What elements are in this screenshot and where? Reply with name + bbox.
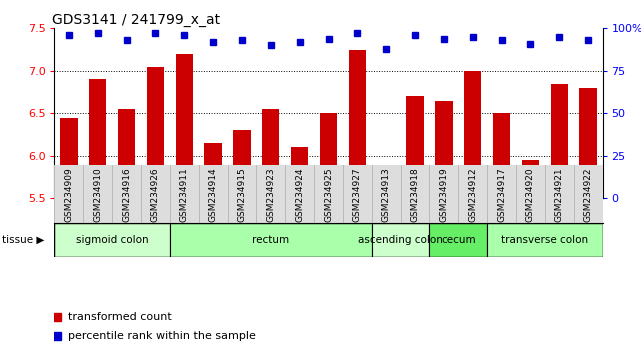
Text: GSM234917: GSM234917 xyxy=(497,167,506,222)
Text: GSM234912: GSM234912 xyxy=(468,167,478,222)
Bar xyxy=(147,67,164,198)
Bar xyxy=(493,113,510,198)
Text: GSM234913: GSM234913 xyxy=(381,167,391,222)
Text: GDS3141 / 241799_x_at: GDS3141 / 241799_x_at xyxy=(52,13,220,27)
Text: ascending colon: ascending colon xyxy=(358,235,443,245)
Bar xyxy=(233,130,251,198)
Text: GSM234926: GSM234926 xyxy=(151,167,160,222)
Text: GSM234918: GSM234918 xyxy=(410,167,420,222)
Bar xyxy=(378,169,395,198)
Bar xyxy=(551,84,568,198)
Text: percentile rank within the sample: percentile rank within the sample xyxy=(68,331,256,341)
Bar xyxy=(349,50,366,198)
Text: GSM234921: GSM234921 xyxy=(554,167,564,222)
Bar xyxy=(89,79,106,198)
Bar xyxy=(579,88,597,198)
Bar xyxy=(54,223,170,257)
Bar xyxy=(372,223,429,257)
Text: tissue ▶: tissue ▶ xyxy=(2,235,44,245)
Bar xyxy=(464,71,481,198)
Bar xyxy=(320,113,337,198)
Bar xyxy=(170,223,372,257)
Text: GSM234914: GSM234914 xyxy=(208,167,218,222)
Bar xyxy=(118,109,135,198)
Bar xyxy=(262,109,279,198)
Text: GSM234920: GSM234920 xyxy=(526,167,535,222)
Text: transverse colon: transverse colon xyxy=(501,235,588,245)
Bar xyxy=(60,118,78,198)
Bar xyxy=(176,54,193,198)
Bar xyxy=(291,147,308,198)
Bar xyxy=(204,143,222,198)
Text: GSM234909: GSM234909 xyxy=(64,167,74,222)
Text: cecum: cecum xyxy=(441,235,476,245)
Text: GSM234925: GSM234925 xyxy=(324,167,333,222)
Text: GSM234916: GSM234916 xyxy=(122,167,131,222)
Text: GSM234919: GSM234919 xyxy=(439,167,449,222)
Text: GSM234924: GSM234924 xyxy=(295,167,304,222)
Text: GSM234922: GSM234922 xyxy=(583,167,593,222)
Bar xyxy=(406,96,424,198)
Bar xyxy=(522,160,539,198)
Bar xyxy=(487,223,603,257)
Text: rectum: rectum xyxy=(253,235,289,245)
Text: GSM234927: GSM234927 xyxy=(353,167,362,222)
Bar xyxy=(429,223,487,257)
Text: sigmoid colon: sigmoid colon xyxy=(76,235,149,245)
Text: GSM234910: GSM234910 xyxy=(93,167,103,222)
Bar xyxy=(435,101,453,198)
Text: GSM234911: GSM234911 xyxy=(179,167,189,222)
Text: transformed count: transformed count xyxy=(68,312,172,322)
Text: GSM234923: GSM234923 xyxy=(266,167,276,222)
Text: GSM234915: GSM234915 xyxy=(237,167,247,222)
